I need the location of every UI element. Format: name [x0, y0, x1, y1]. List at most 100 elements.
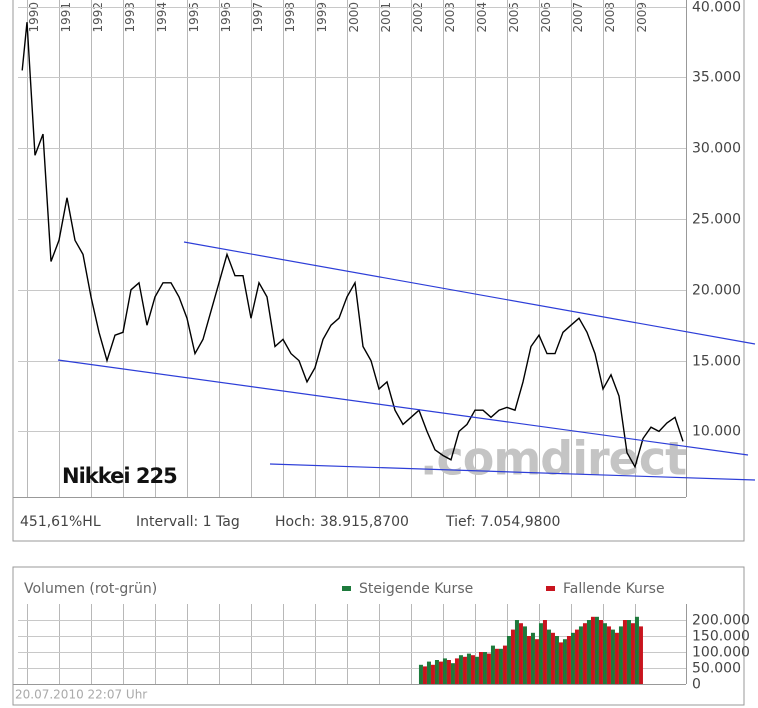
volume-bar: [526, 636, 531, 684]
volume-bar: [542, 620, 547, 684]
x-tick-label: 1997: [251, 2, 265, 33]
y-tick-label: 35.000: [692, 70, 741, 86]
volume-bar: [574, 629, 579, 684]
volume-bar: [634, 616, 639, 684]
volume-bar: [418, 664, 423, 684]
x-tick-label: 2001: [379, 2, 393, 33]
y-tick-label: 10.000: [692, 424, 741, 440]
x-tick-label: 1998: [283, 2, 297, 33]
volume-bar: [462, 656, 467, 684]
x-tick-label: 1994: [155, 2, 169, 33]
volume-bar: [426, 661, 431, 684]
chart-title: Nikkei 225: [62, 464, 177, 488]
trend-line-bottom: [269, 463, 756, 481]
volume-bar: [506, 636, 511, 684]
volume-bar: [446, 660, 451, 684]
volume-bar: [442, 658, 447, 684]
x-tick-label: 1992: [91, 2, 105, 33]
volume-bar: [582, 623, 587, 684]
x-tick-label: 1996: [219, 2, 233, 33]
volume-bar: [478, 652, 483, 684]
trend-line-lower: [57, 359, 749, 456]
volume-bar: [558, 642, 563, 684]
y-tick-label: 40.000: [692, 0, 741, 16]
x-tick-label: 2004: [475, 2, 489, 33]
volume-bar: [594, 616, 599, 684]
volume-bar: [598, 620, 603, 684]
volume-bar: [530, 632, 535, 684]
volume-bar: [562, 639, 567, 684]
volume-bar: [454, 658, 459, 684]
volume-bar: [498, 648, 503, 684]
x-tick-label: 2009: [635, 2, 649, 33]
volume-bar: [546, 629, 551, 684]
volume-bar: [578, 626, 583, 684]
volume-bar: [466, 653, 471, 684]
x-tick-label: 2007: [571, 2, 585, 33]
volume-bar: [538, 623, 543, 684]
volume-bar: [450, 663, 455, 684]
volume-bar: [514, 620, 519, 684]
watermark: .comdirect: [420, 432, 686, 486]
volume-bar: [502, 645, 507, 684]
x-tick-label: 1999: [315, 2, 329, 33]
y-tick-label: 15.000: [692, 354, 741, 370]
x-tick-label: 1993: [123, 2, 137, 33]
volume-bar: [482, 652, 487, 684]
trend-line-upper: [183, 241, 756, 345]
price-panel: [12, 0, 745, 542]
y-tick-label: 0: [692, 677, 701, 693]
volume-bar: [618, 626, 623, 684]
volume-bar: [550, 632, 555, 684]
volume-bar: [626, 620, 631, 684]
stat: Hoch: 38.915,8700: [275, 514, 409, 530]
stat: Tief: 7.054,9800: [445, 514, 560, 530]
volume-bar: [474, 656, 479, 684]
legend-label: Steigende Kurse: [359, 581, 473, 597]
volume-bar: [586, 620, 591, 684]
y-tick-label: 150.000: [692, 629, 750, 645]
x-tick-label: 2000: [347, 2, 361, 33]
volume-bar: [494, 648, 499, 684]
x-tick-label: 1995: [187, 2, 201, 33]
volume-bar: [590, 616, 595, 684]
y-tick-label: 30.000: [692, 141, 741, 157]
legend-swatch: [342, 586, 351, 591]
price-layer: 1990 1991 1992 1993 1994 1995 1996 1997 1998 1999…: [13, 0, 741, 498]
volume-bar: [602, 623, 607, 684]
y-tick-label: 50.000: [692, 661, 741, 677]
y-tick-label: 25.000: [692, 212, 741, 228]
volume-bar: [622, 620, 627, 684]
legend-swatch: [546, 586, 555, 591]
volume-bar: [518, 623, 523, 684]
volume-bar: [610, 629, 615, 684]
volume-bar: [430, 664, 435, 684]
stat: 451,61%HL: [20, 514, 101, 530]
stat: Intervall: 1 Tag: [136, 514, 240, 530]
volume-bar: [422, 666, 427, 684]
volume-bar: [510, 629, 515, 684]
timestamp: 20.07.2010 22:07 Uhr: [15, 688, 147, 702]
volume-bar: [470, 655, 475, 684]
volume-bar: [554, 636, 559, 684]
volume-bar: [438, 661, 443, 684]
volume-bar: [490, 645, 495, 684]
volume-bar: [630, 623, 635, 684]
volume-bar: [434, 660, 439, 684]
legend-label: Fallende Kurse: [563, 581, 665, 597]
price-line: [21, 22, 684, 469]
volume-title: Volumen (rot-grün): [24, 581, 157, 597]
y-tick-label: 200.000: [692, 613, 750, 629]
y-tick-label: 100.000: [692, 645, 750, 661]
volume-bar: [522, 626, 527, 684]
x-tick-label: 2002: [411, 2, 425, 33]
volume-bar: [606, 626, 611, 684]
volume-bar: [458, 655, 463, 684]
x-tick-label: 2006: [539, 2, 553, 33]
x-tick-label: 2005: [507, 2, 521, 33]
volume-bar: [566, 636, 571, 684]
volume-bar: [614, 632, 619, 684]
volume-bar: [570, 632, 575, 684]
